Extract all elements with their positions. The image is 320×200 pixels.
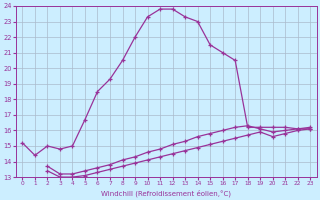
X-axis label: Windchill (Refroidissement éolien,°C): Windchill (Refroidissement éolien,°C) xyxy=(101,189,231,197)
